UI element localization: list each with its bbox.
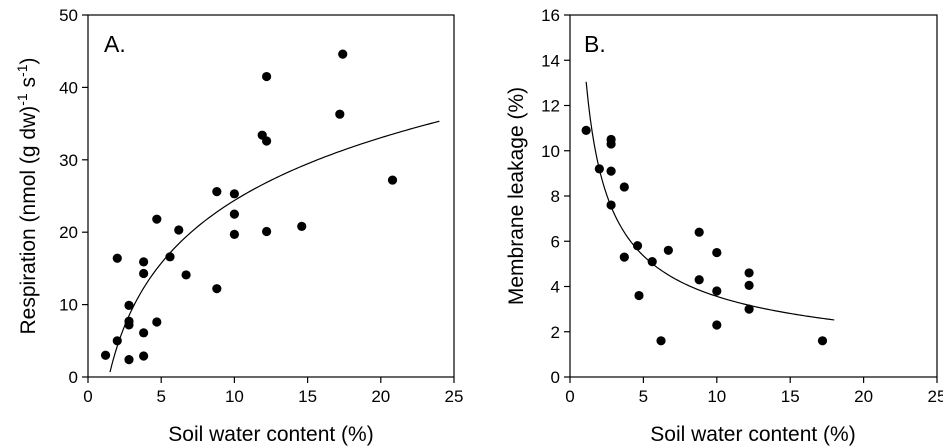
data-point xyxy=(229,209,239,219)
panel-a-y-title-mid: s xyxy=(17,77,40,93)
panel-a-y-title-sup2: -1 xyxy=(14,64,30,77)
data-point xyxy=(581,125,591,135)
data-point xyxy=(112,253,122,263)
data-point xyxy=(335,109,345,119)
data-point xyxy=(297,221,307,232)
data-point xyxy=(712,320,722,330)
panel-b-y-axis: 0 2 4 6 8 10 12 14 16 xyxy=(541,6,570,387)
data-point xyxy=(152,214,162,224)
panel-b-fit-curve xyxy=(585,81,835,321)
y-tick-label: 50 xyxy=(59,6,78,25)
data-point xyxy=(647,257,657,267)
data-point xyxy=(124,300,134,310)
data-point xyxy=(594,164,604,174)
data-point xyxy=(712,247,722,258)
data-point xyxy=(338,49,348,59)
panel-a-x-axis-title: Soil water content (%) xyxy=(168,423,373,446)
panel-a-points xyxy=(100,49,398,365)
data-point xyxy=(694,227,704,237)
data-point xyxy=(229,229,239,239)
panel-a-fit-curve xyxy=(109,120,440,373)
x-tick-label: 20 xyxy=(371,387,390,406)
y-tick-label: 12 xyxy=(541,97,560,116)
data-point xyxy=(619,182,629,192)
x-tick-label: 15 xyxy=(781,387,800,406)
panel-a-plot-frame xyxy=(87,14,455,378)
data-point xyxy=(712,286,722,296)
data-point xyxy=(744,280,754,290)
data-point xyxy=(139,268,149,279)
y-tick-label: 0 xyxy=(551,368,560,387)
x-tick-label: 25 xyxy=(445,387,464,406)
x-tick-label: 5 xyxy=(156,387,165,406)
panel-a-y-title-end: ) xyxy=(17,58,40,65)
data-point xyxy=(152,317,162,327)
data-point xyxy=(212,187,222,197)
data-point xyxy=(387,175,398,185)
data-point xyxy=(181,270,191,280)
panel-b-plot-frame xyxy=(569,14,938,378)
y-tick-label: 20 xyxy=(59,223,78,242)
data-point xyxy=(262,71,272,82)
data-point xyxy=(634,290,644,301)
y-tick-label: 2 xyxy=(551,323,560,342)
panel-b-points xyxy=(581,125,828,346)
data-point xyxy=(632,241,643,251)
data-point xyxy=(124,316,134,326)
data-point xyxy=(262,226,272,237)
x-tick-label: 0 xyxy=(565,387,574,406)
data-point xyxy=(174,225,184,235)
data-point xyxy=(817,336,828,346)
panel-b-label: B. xyxy=(584,31,606,57)
data-point xyxy=(112,336,122,346)
x-tick-label: 0 xyxy=(83,387,92,406)
y-tick-label: 30 xyxy=(59,151,78,170)
y-tick-label: 6 xyxy=(551,232,560,251)
panel-a-label: A. xyxy=(104,31,126,57)
panel-a-y-axis: 0 10 20 30 40 50 xyxy=(59,6,88,387)
data-point xyxy=(124,355,134,365)
data-point xyxy=(212,284,222,294)
panel-a-y-axis-title: Respiration (nmol (g dw)-1 s-1) xyxy=(14,58,40,335)
data-point xyxy=(229,189,239,199)
x-tick-label: 25 xyxy=(928,387,943,406)
y-tick-label: 10 xyxy=(541,142,560,161)
panel-b-chart: 0 2 4 6 8 10 12 14 16 0 5 10 15 20 25 B. Soil water c… xyxy=(505,6,943,446)
x-tick-label: 5 xyxy=(639,387,648,406)
data-point xyxy=(656,336,666,346)
y-tick-label: 8 xyxy=(551,187,560,206)
data-point xyxy=(744,304,754,314)
panel-b-x-axis-title: Soil water content (%) xyxy=(650,423,855,446)
panel-a-chart: 0 10 20 30 40 50 0 5 10 15 20 25 A. Soil water con… xyxy=(14,6,463,446)
x-tick-label: 20 xyxy=(854,387,873,406)
data-point xyxy=(139,328,149,338)
data-point xyxy=(165,252,175,262)
panel-a-y-title-main: Respiration (nmol (g dw) xyxy=(17,106,40,335)
panel-b-y-axis-title: Membrane leakage (%) xyxy=(505,87,528,305)
y-tick-label: 14 xyxy=(541,51,560,70)
y-tick-label: 0 xyxy=(69,368,78,387)
panel-a-y-title-sup1: -1 xyxy=(14,93,30,106)
x-tick-label: 10 xyxy=(707,387,726,406)
y-tick-label: 10 xyxy=(59,296,78,315)
data-point xyxy=(744,268,754,278)
y-tick-label: 4 xyxy=(551,278,560,297)
data-point xyxy=(606,166,616,176)
data-point xyxy=(663,245,673,255)
data-point xyxy=(606,200,616,210)
data-point xyxy=(139,257,149,267)
panel-a-x-axis: 0 5 10 15 20 25 xyxy=(83,377,463,406)
y-tick-label: 16 xyxy=(541,6,560,25)
panel-b-x-axis: 0 5 10 15 20 25 xyxy=(565,377,943,406)
data-point xyxy=(262,136,272,146)
x-tick-label: 15 xyxy=(298,387,317,406)
data-point xyxy=(606,139,616,149)
data-point xyxy=(100,350,111,360)
data-point xyxy=(139,351,149,361)
data-point xyxy=(619,252,629,262)
y-tick-label: 40 xyxy=(59,78,78,97)
x-tick-label: 10 xyxy=(225,387,244,406)
data-point xyxy=(694,275,704,285)
